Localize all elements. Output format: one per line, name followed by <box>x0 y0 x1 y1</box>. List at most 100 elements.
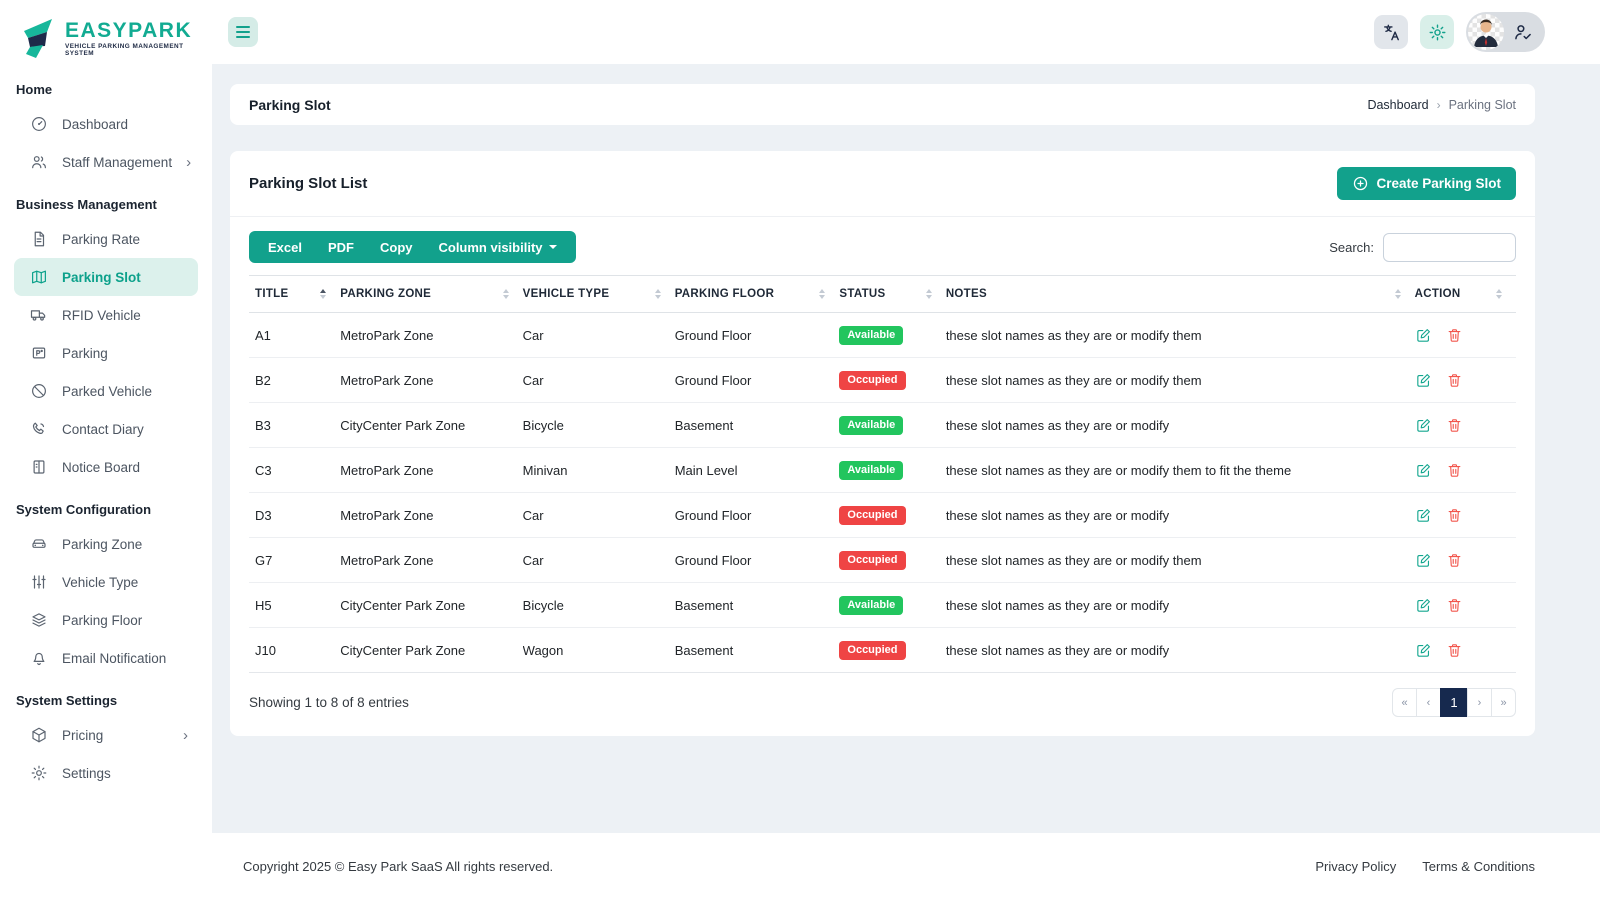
hamburger-menu-button[interactable] <box>228 17 258 47</box>
sidebar-nav: Home Dashboard Staff Management › Business M… <box>0 82 212 792</box>
parking-slot-table: Title Parking Zone Vehicle Type Parking Flo… <box>249 275 1516 673</box>
trash-icon[interactable] <box>1446 327 1463 344</box>
translate-button[interactable] <box>1374 15 1408 49</box>
sliders-icon <box>30 573 48 591</box>
status-badge: Occupied <box>839 370 906 390</box>
brand-logo[interactable]: EASYPARK VEHICLE PARKING MANAGEMENT SYST… <box>0 8 212 66</box>
sidebar-item-label: Contact Diary <box>62 421 144 437</box>
edit-icon[interactable] <box>1415 327 1432 344</box>
truck-icon <box>30 306 48 324</box>
sidebar-item-vehicle-type[interactable]: Vehicle Type <box>14 563 198 601</box>
breadcrumb: Dashboard › Parking Slot <box>1367 98 1516 112</box>
export-excel-button[interactable]: Excel <box>255 240 315 255</box>
cell-notes: these slot names as they are or modify <box>945 402 1415 448</box>
cell-notes: these slot names as they are or modify <box>945 627 1415 673</box>
column-header-vehicle-type[interactable]: Vehicle Type <box>522 275 675 313</box>
cell-vehicle-type: Car <box>522 492 675 538</box>
column-header-action[interactable]: Action <box>1414 275 1516 313</box>
sort-icon <box>925 289 932 299</box>
pagination-first-button[interactable]: « <box>1392 688 1417 717</box>
sidebar-item-parking-floor[interactable]: Parking Floor <box>14 601 198 639</box>
copyright-text: Copyright 2025 © Easy Park SaaS All righ… <box>243 859 554 874</box>
sidebar-item-label: Parked Vehicle <box>62 383 153 399</box>
sidebar-item-parking-slot[interactable]: Parking Slot <box>14 258 198 296</box>
sidebar-item-parking[interactable]: Parking <box>14 334 198 372</box>
cell-parking-floor: Ground Floor <box>674 312 840 358</box>
breadcrumb-separator: › <box>1436 97 1441 112</box>
brand-tagline: VEHICLE PARKING MANAGEMENT SYSTEM <box>65 42 184 57</box>
cell-parking-floor: Ground Floor <box>674 492 840 538</box>
cell-vehicle-type: Car <box>522 357 675 403</box>
column-visibility-button[interactable]: Column visibility <box>425 240 569 255</box>
cell-vehicle-type: Car <box>522 312 675 358</box>
pagination-last-button[interactable]: » <box>1491 688 1516 717</box>
sidebar-item-label: Pricing <box>62 727 104 743</box>
edit-icon[interactable] <box>1415 552 1432 569</box>
sidebar-item-staff-management[interactable]: Staff Management › <box>14 143 198 181</box>
cell-title: B2 <box>249 357 341 403</box>
sidebar-item-contact-diary[interactable]: Contact Diary <box>14 410 198 448</box>
cell-parking-zone: MetroPark Zone <box>340 492 523 538</box>
sidebar-item-rfid-vehicle[interactable]: RFID Vehicle <box>14 296 198 334</box>
brand-name: EASYPARK <box>65 18 193 42</box>
edit-icon[interactable] <box>1415 417 1432 434</box>
edit-icon[interactable] <box>1415 507 1432 524</box>
status-badge: Available <box>839 460 904 480</box>
terms-conditions-link[interactable]: Terms & Conditions <box>1422 859 1535 874</box>
sidebar-item-parked-vehicle[interactable]: Parked Vehicle <box>14 372 198 410</box>
breadcrumb-current: Parking Slot <box>1448 97 1516 112</box>
trash-icon[interactable] <box>1446 462 1463 479</box>
map-icon <box>30 268 48 286</box>
cell-notes: these slot names as they are or modify <box>945 582 1415 628</box>
trash-icon[interactable] <box>1446 552 1463 569</box>
trash-icon[interactable] <box>1446 417 1463 434</box>
sidebar-item-settings[interactable]: Settings <box>14 754 198 792</box>
cell-vehicle-type: Minivan <box>522 447 675 493</box>
ban-icon <box>30 382 48 400</box>
column-header-notes[interactable]: Notes <box>945 275 1415 313</box>
caret-down-icon <box>548 245 557 249</box>
pagination-page-1-button[interactable]: 1 <box>1440 688 1468 717</box>
edit-icon[interactable] <box>1415 372 1432 389</box>
column-header-parking-floor[interactable]: Parking Floor <box>674 275 840 313</box>
trash-icon[interactable] <box>1446 372 1463 389</box>
column-header-title[interactable]: Title <box>249 275 341 313</box>
cell-notes: these slot names as they are or modify t… <box>945 447 1415 493</box>
edit-icon[interactable] <box>1415 642 1432 659</box>
column-header-parking-zone[interactable]: Parking Zone <box>340 275 523 313</box>
sidebar-item-notice-board[interactable]: Notice Board <box>14 448 198 486</box>
column-header-status[interactable]: Status <box>839 275 946 313</box>
edit-icon[interactable] <box>1415 462 1432 479</box>
export-copy-button[interactable]: Copy <box>367 240 426 255</box>
table-header-row: Title Parking Zone Vehicle Type Parking Flo… <box>249 275 1516 313</box>
sidebar-item-email-notification[interactable]: Email Notification <box>14 639 198 677</box>
search-input[interactable] <box>1383 232 1516 262</box>
plus-circle-icon <box>1352 175 1369 192</box>
edit-icon[interactable] <box>1415 597 1432 614</box>
settings-quick-button[interactable] <box>1420 15 1454 49</box>
breadcrumb-dashboard[interactable]: Dashboard <box>1367 97 1429 112</box>
user-menu[interactable] <box>1466 12 1545 52</box>
sidebar-item-parking-rate[interactable]: Parking Rate <box>14 220 198 258</box>
pagination-prev-button[interactable]: ‹ <box>1416 688 1441 717</box>
trash-icon[interactable] <box>1446 507 1463 524</box>
create-parking-slot-button[interactable]: Create Parking Slot <box>1337 167 1516 200</box>
cell-parking-floor: Ground Floor <box>674 537 840 583</box>
trash-icon[interactable] <box>1446 642 1463 659</box>
status-badge: Available <box>839 595 904 615</box>
export-pdf-button[interactable]: PDF <box>315 240 367 255</box>
privacy-policy-link[interactable]: Privacy Policy <box>1315 859 1397 874</box>
cell-parking-zone: MetroPark Zone <box>340 312 523 358</box>
sidebar-item-parking-zone[interactable]: Parking Zone <box>14 525 198 563</box>
cell-title: C3 <box>249 447 341 493</box>
pagination-next-button[interactable]: › <box>1467 688 1492 717</box>
trash-icon[interactable] <box>1446 597 1463 614</box>
file-lines-icon <box>30 230 48 248</box>
sidebar-item-dashboard[interactable]: Dashboard <box>14 105 198 143</box>
sidebar-item-pricing[interactable]: Pricing › <box>14 716 198 754</box>
sidebar-item-label: Notice Board <box>62 459 141 475</box>
search-label: Search: <box>1329 239 1374 255</box>
breadcrumb-bar: Parking Slot Dashboard › Parking Slot <box>230 84 1535 125</box>
cell-parking-floor: Basement <box>674 582 840 628</box>
